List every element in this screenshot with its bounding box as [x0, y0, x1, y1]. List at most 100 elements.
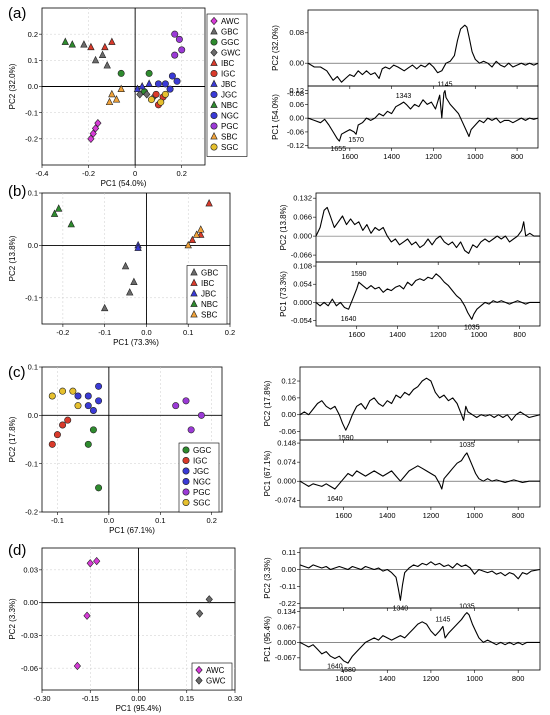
a-score-point-pgc [175, 35, 183, 43]
c-score-point-sgc [74, 402, 82, 410]
b-load1-ytick-label: 0.108 [293, 261, 312, 270]
c-load2-ytick-label: 0.06 [281, 393, 296, 402]
a-score-legend-label: GWC [221, 49, 241, 58]
a-score-legend-label: SGC [221, 143, 239, 152]
c-load1-frame [299, 439, 541, 508]
b-score-xtick-label: -0.2 [56, 328, 69, 337]
c-score-point-jgc [89, 406, 97, 414]
a-score-point-pgc [171, 30, 179, 38]
c-score-xtick-label: 0.1 [155, 516, 165, 525]
b-score-point-sbc [184, 240, 192, 249]
b-load1-xtick-label: 1200 [430, 330, 447, 339]
c-score-legend-marker [182, 456, 190, 464]
b-load1-frame [315, 261, 541, 327]
b-score-xlabel: PC1 (73.3%) [113, 338, 159, 347]
b-load1-ytick-label: 0.054 [293, 280, 312, 289]
b-score-xtick-label: -0.1 [98, 328, 111, 337]
c-score-point-igc [53, 431, 61, 439]
a-score-point-ggc [117, 69, 125, 77]
a-score-legend-label: NBC [221, 101, 238, 110]
c-load1-annotation: 1035 [459, 442, 475, 449]
d-load1-ytick-label: 0.134 [277, 607, 296, 616]
b-score-ylabel: PC2 (13.8%) [8, 235, 17, 281]
d-score-point-gwc [205, 595, 213, 604]
b-score-point-nbc [55, 204, 63, 212]
c-score-point-pgc [197, 411, 205, 419]
d-load1-xtick-label: 1600 [335, 674, 352, 683]
c-score-ylabel: PC2 (17.8%) [8, 416, 17, 462]
a-score-chart: -0.4 -0.2 0 0.2 -0.2 -0.1 0.0 0.1 0.2 PC1 (54.0%)… [8, 7, 248, 188]
a-score-legend-label: IBC [221, 59, 235, 68]
b-load2-ytick-label: 0.000 [293, 232, 312, 241]
c-score-point-igc [64, 416, 72, 424]
b-load2-ytick-label: 0.066 [293, 213, 312, 222]
b-load2-frame [315, 192, 541, 263]
panel-label-c: (c) [8, 364, 26, 381]
c-load2-frame [299, 366, 541, 441]
c-score-legend-label: SGC [193, 499, 211, 508]
a-score-legend-marker [210, 132, 218, 140]
a-score-legend-marker [210, 100, 218, 108]
d-score-ytick-label: -0.03 [21, 631, 38, 640]
a-score-legend-marker [210, 112, 218, 120]
d-score-xlabel: PC1 (95.4%) [116, 704, 162, 713]
a-score-legend-marker [210, 38, 218, 46]
a-score-legend-label: NGC [221, 112, 239, 121]
a-score-point-ggc [145, 69, 153, 77]
c-score-xlabel: PC1 (67.1%) [109, 526, 155, 535]
b-load1-annotation: 1640 [341, 316, 357, 323]
a-load1-ytick-label: 0.00 [289, 114, 304, 123]
b-load1-chart: 1600 1400 1200 1000 800 -0.054 0.000 0.054 0.108… [279, 261, 541, 339]
d-score-xtick-label: 0.00 [131, 694, 146, 703]
c-score-point-pgc [187, 426, 195, 434]
a-load1-ytick-label: 0.06 [289, 100, 304, 109]
a-score-point-igc [152, 90, 160, 98]
panel-label-b: (b) [8, 183, 26, 200]
d-score-legend-label: AWC [206, 666, 225, 675]
a-score-legend-label: IGC [221, 70, 235, 79]
a-score-ytick-label: 0.1 [28, 56, 38, 65]
a-score-point-sgc [147, 96, 155, 104]
d-score-point-gwc [196, 609, 204, 618]
b-load2-line [315, 206, 540, 254]
b-load2-ytick-label: 0.132 [293, 194, 312, 203]
d-load1-annotation: 1640 [327, 664, 343, 671]
a-load1-annotation: 1570 [348, 137, 364, 144]
a-score-point-ngc [173, 77, 181, 85]
d-score-ytick-label: 0.00 [23, 598, 38, 607]
c-score-point-jgc [95, 382, 103, 390]
b-score-ytick-label: 0.0 [28, 241, 38, 250]
a-score-legend-label: JBC [221, 80, 236, 89]
c-score-point-sgc [69, 387, 77, 395]
b-score-ytick-label: -0.1 [25, 293, 38, 302]
d-score-point-awc [73, 661, 81, 671]
c-load1-ytick-label: 0.148 [277, 438, 296, 447]
b-score-legend-label: SBC [201, 311, 218, 320]
d-load2-ytick-label: 0.00 [281, 565, 296, 574]
c-score-point-ngc [95, 397, 103, 405]
c-score-legend-label: IGC [193, 457, 207, 466]
c-score-point-ggc [89, 426, 97, 434]
a-load1-xtick-label: 1600 [341, 152, 358, 161]
d-load1-xtick-label: 1400 [379, 674, 396, 683]
c-score-legend-marker [182, 477, 190, 485]
c-score-ytick-label: -0.1 [25, 459, 38, 468]
d-load1-annotation: 1580 [340, 667, 356, 674]
d-load2-chart: -0.22 -0.11 0.00 0.11 PC2 (3.3%) 1340 [263, 547, 541, 612]
d-score-point-awc [93, 556, 101, 566]
b-score-legend-marker [190, 278, 198, 286]
a-score-xlabel: PC1 (54.0%) [101, 179, 147, 188]
a-load1-ytick-label: -0.12 [287, 141, 304, 150]
b-load2-chart: -0.066 0.000 0.066 0.132 PC2 (13.8%) [279, 192, 541, 265]
b-score-point-ibc [188, 235, 197, 244]
a-score-legend-marker [210, 91, 218, 99]
b-score-legend-marker [190, 268, 198, 276]
a-score-point-gbc [98, 50, 107, 58]
c-score-legend-label: JGC [193, 467, 209, 476]
d-score-point-awc [86, 559, 94, 568]
a-load1-ytick-label: -0.06 [287, 127, 304, 136]
b-score-point-nbc [67, 219, 75, 228]
c-score-xtick-label: 0.0 [104, 516, 114, 525]
c-score-xtick-label: 0.2 [206, 516, 216, 525]
b-score-point-sbc [192, 230, 201, 238]
